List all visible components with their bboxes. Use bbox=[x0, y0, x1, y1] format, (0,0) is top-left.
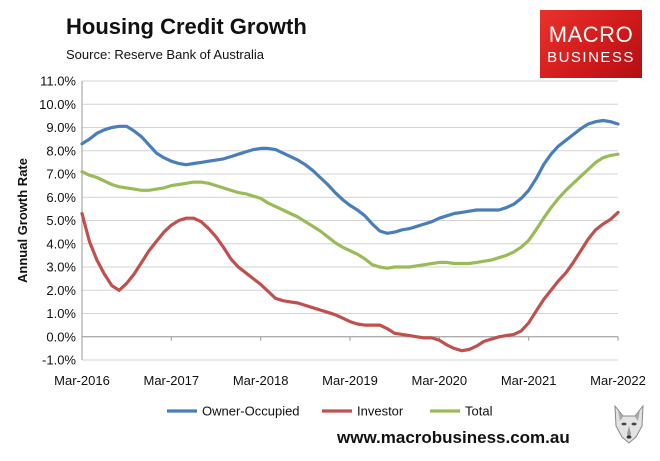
y-tick-label: 6.0% bbox=[46, 190, 76, 205]
chart-series bbox=[80, 118, 620, 353]
x-tick-label: Mar-2022 bbox=[590, 373, 646, 388]
y-tick-label: 11.0% bbox=[40, 74, 76, 89]
y-tick-label: 3.0% bbox=[46, 260, 76, 275]
x-tick-label: Mar-2016 bbox=[54, 373, 110, 388]
y-tick-label: 2.0% bbox=[46, 283, 76, 298]
x-tick-label: Mar-2017 bbox=[144, 373, 200, 388]
y-tick-label: 8.0% bbox=[46, 143, 76, 158]
chart-source: Source: Reserve Bank of Australia bbox=[66, 47, 264, 62]
series-line-investor bbox=[80, 210, 620, 353]
x-tick-label: Mar-2019 bbox=[322, 373, 378, 388]
x-tick-label: Mar-2018 bbox=[233, 373, 289, 388]
y-tick-label: 9.0% bbox=[46, 120, 76, 135]
y-tick-label: -1.0% bbox=[42, 353, 76, 368]
legend-label-total: Total bbox=[465, 404, 493, 419]
website-url: www.macrobusiness.com.au bbox=[337, 428, 570, 447]
grid-lines bbox=[81, 80, 619, 361]
chart-legend: Owner-Occupied Investor Total bbox=[167, 404, 493, 419]
series-line-owner-occupied bbox=[80, 118, 620, 235]
x-axis-ticks: Mar-2016 Mar-2017 Mar-2018 Mar-2019 Mar-2020… bbox=[54, 373, 646, 388]
logo-line-1: MACRO bbox=[548, 22, 634, 47]
y-tick-label: 0.0% bbox=[46, 329, 76, 344]
y-axis-ticks: -1.0% 0.0% 1.0% 2.0% 3.0% 4.0% 5.0% 6.0% 7.0% 8.0… bbox=[39, 74, 76, 368]
y-tick-label: 7.0% bbox=[46, 167, 76, 182]
wolf-icon bbox=[614, 404, 644, 444]
y-tick-label: 5.0% bbox=[46, 213, 76, 228]
logo-line-2: BUSINESS bbox=[547, 49, 635, 66]
series-line-total bbox=[80, 152, 620, 270]
legend-label-owner-occupied: Owner-Occupied bbox=[202, 404, 300, 419]
y-tick-label: 10.0% bbox=[39, 97, 76, 112]
chart-title: Housing Credit Growth bbox=[66, 14, 307, 39]
macrobusiness-logo: MACRO BUSINESS bbox=[540, 10, 642, 78]
y-tick-label: 4.0% bbox=[46, 236, 76, 251]
y-tick-label: 1.0% bbox=[46, 306, 76, 321]
x-tick-label: Mar-2020 bbox=[412, 373, 468, 388]
y-axis-title: Annual Growth Rate bbox=[15, 158, 30, 283]
legend-label-investor: Investor bbox=[357, 404, 404, 419]
x-tick-label: Mar-2021 bbox=[501, 373, 557, 388]
